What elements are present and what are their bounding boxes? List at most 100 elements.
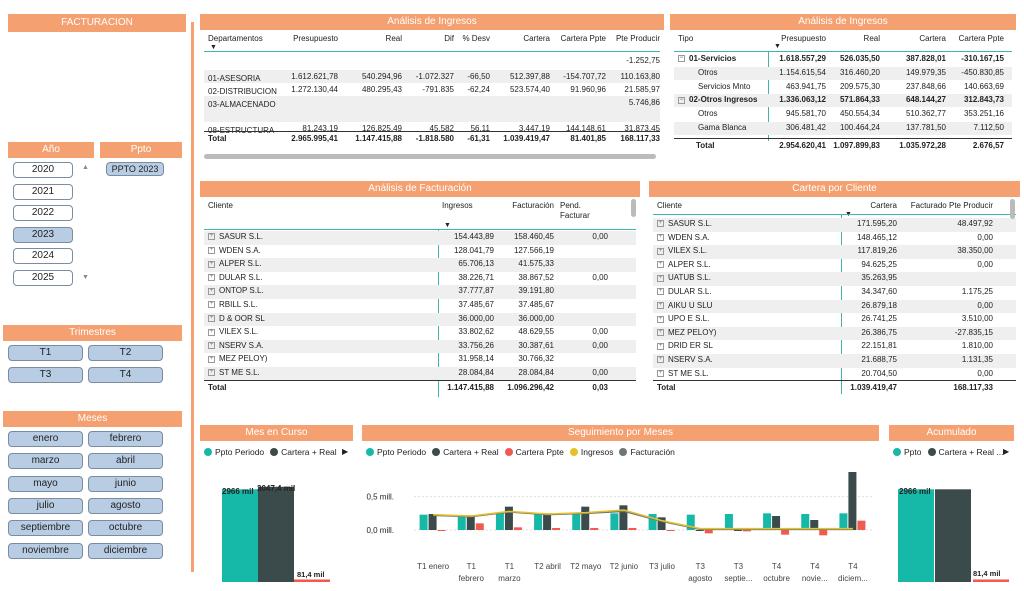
mes-febrero[interactable]: febrero — [88, 431, 163, 447]
column-header[interactable]: Cartera — [919, 34, 946, 43]
expand-icon[interactable]: + — [657, 329, 664, 337]
expand-icon[interactable]: + — [208, 260, 215, 268]
table-row[interactable]: + VILEX S.L. 33.802,62 48.629,55 0,00 — [200, 327, 640, 341]
collapse-icon[interactable]: − — [678, 96, 685, 104]
table-row[interactable]: + AIKU U SLU 26.879,18 0,00 — [649, 301, 1020, 315]
sort-desc-icon[interactable]: ▼ — [444, 222, 451, 229]
column-header[interactable]: Tipo — [678, 34, 694, 43]
mes-mayo[interactable]: mayo — [8, 475, 83, 492]
expand-icon[interactable]: + — [657, 233, 664, 241]
mes-enero[interactable]: enero — [8, 431, 83, 447]
legend-item[interactable]: Cartera Ppte — [504, 447, 564, 457]
column-header[interactable]: Pte Producir — [615, 34, 660, 43]
mes-abril[interactable]: abril — [88, 453, 163, 470]
legend-item[interactable]: Ingresos — [569, 447, 613, 457]
legend-item[interactable]: Ppto Periodo — [366, 447, 426, 457]
column-header[interactable]: Cliente — [657, 201, 682, 210]
table-row[interactable]: + MEZ PELOY) 26.386,75 -27.835,15 — [649, 328, 1020, 342]
column-header[interactable]: Ingresos — [442, 201, 473, 210]
scroll-up-icon[interactable]: ▲ — [82, 164, 89, 171]
column-header[interactable]: Facturado Pte Producir — [910, 201, 993, 210]
column-header[interactable]: Facturación — [512, 201, 554, 210]
table-row[interactable]: Otros 1.154.615,54 316.460,20 149.979,35 -45… — [670, 68, 1016, 81]
legend-item[interactable]: Cartera + Real ... — [927, 447, 1003, 457]
table-row[interactable]: + NSERV S.A. 33.756,26 30.387,61 0,00 — [200, 341, 640, 355]
table-row[interactable]: + SASUR S.L. 171.595,20 48.497,92 — [649, 219, 1020, 233]
legend-next-icon[interactable]: ▶ — [1003, 447, 1010, 456]
sort-desc-icon[interactable]: ▼ — [210, 44, 217, 51]
legend-item[interactable]: Ppto Periodo — [204, 447, 264, 457]
column-header[interactable]: Cliente — [208, 201, 233, 210]
table-row[interactable]: Gama Blanca 306.481,42 100.464,24 137.781,5… — [670, 123, 1016, 136]
expand-icon[interactable]: + — [208, 274, 215, 282]
column-header[interactable]: Cartera Ppte — [958, 34, 1004, 43]
year-option-2021[interactable]: 2021 — [13, 183, 73, 200]
column-header[interactable]: % Desv — [462, 34, 490, 43]
column-header[interactable]: Cartera Ppte — [560, 34, 606, 43]
column-header[interactable]: Presupuesto — [781, 34, 826, 43]
table-row[interactable]: + ST ME S.L. 20.704,50 0,00 — [649, 369, 1020, 383]
table-row[interactable]: + ST ME S.L. 28.084,84 28.084,84 0,00 — [200, 368, 640, 382]
table-row[interactable]: + WDEN S.A. 128.041,79 127.566,19 — [200, 246, 640, 260]
table-row[interactable]: + UPO E S.L. 26.741,25 3.510,00 — [649, 314, 1020, 328]
table-row[interactable]: 08-ESTRUCTURA 81.243,19 126.825,49 45.582 56… — [200, 124, 664, 138]
table-row[interactable]: + WDEN S.A. 148.465,12 0,00 — [649, 233, 1020, 247]
legend-item[interactable]: Ppto — [893, 447, 922, 457]
expand-icon[interactable]: + — [657, 315, 664, 323]
table-row[interactable]: + ONTOP S.L. 37.777,87 39.191,80 — [200, 286, 640, 300]
expand-icon[interactable]: + — [208, 314, 215, 322]
expand-icon[interactable]: + — [208, 355, 215, 363]
expand-icon[interactable]: + — [657, 288, 664, 296]
column-header[interactable]: Departamentos — [208, 34, 263, 43]
table-row[interactable]: + NSERV S.A. 21.688,75 1.131,35 — [649, 355, 1020, 369]
table-row[interactable]: + ALPER S.L. 94.625,25 0,00 — [649, 260, 1020, 274]
table-row[interactable]: + DRID ER SL 22.151,81 1.810,00 — [649, 341, 1020, 355]
table-row[interactable]: Otros 945.581,70 450.554,34 510.362,77 353.2… — [670, 109, 1016, 122]
expand-icon[interactable]: + — [657, 356, 664, 364]
expand-icon[interactable]: + — [208, 301, 215, 309]
table-row[interactable]: −01-Servicios 1.618.557,29 526.035,50 387.8… — [670, 54, 1016, 67]
legend-item[interactable]: Facturación — [619, 447, 675, 457]
expand-icon[interactable]: + — [208, 246, 215, 254]
column-header[interactable]: Cartera — [870, 201, 897, 210]
scrollbar[interactable] — [204, 154, 656, 159]
mes-junio[interactable]: junio — [88, 475, 163, 492]
expand-icon[interactable]: + — [657, 274, 664, 282]
scroll-down-icon[interactable]: ▼ — [82, 274, 89, 281]
sort-desc-icon[interactable]: ▼ — [774, 43, 781, 50]
year-option-2024[interactable]: 2024 — [13, 248, 73, 264]
column-header[interactable]: Real — [863, 34, 880, 43]
table-row[interactable]: + VILEX S.L. 117.819,26 38.350,00 — [649, 246, 1020, 260]
year-option-2025[interactable]: 2025 — [13, 269, 73, 286]
table-row[interactable]: + SASUR S.L. 154.443,89 158.460,45 0,00 — [200, 232, 640, 246]
year-option-2023[interactable]: 2023 — [13, 226, 73, 243]
table-row[interactable]: + DULAR S.L. 38.226,71 38.867,52 0,00 — [200, 273, 640, 287]
table-row[interactable]: + UATUB S.L. 35.263,95 — [649, 273, 1020, 287]
ppto-2023-option[interactable]: PPTO 2023 — [106, 162, 164, 176]
scrollbar[interactable] — [1010, 199, 1015, 219]
table-row[interactable]: + RBILL S.L. 37.485,67 37.485,67 — [200, 300, 640, 314]
table-row[interactable]: + ALPER S.L. 65.706,13 41.575,33 — [200, 259, 640, 273]
year-option-2022[interactable]: 2022 — [13, 205, 73, 221]
table-row[interactable]: 03-ALMACENADO 5.746,86 — [200, 98, 664, 112]
column-header[interactable]: Presupuesto — [293, 34, 338, 43]
table-row[interactable]: + DULAR S.L. 34.347,60 1.175,25 — [649, 287, 1020, 301]
table-row[interactable]: + D & OOR SL 36.000,00 36.000,00 — [200, 314, 640, 328]
column-header[interactable]: Real — [385, 34, 402, 43]
expand-icon[interactable]: + — [657, 220, 664, 228]
expand-icon[interactable]: + — [208, 342, 215, 350]
trimestre-T3[interactable]: T3 — [8, 367, 83, 383]
table-row[interactable]: 02-DISTRIBUCION 1.272.130,44 480.295,43 -79… — [200, 85, 664, 99]
mes-septiembre[interactable]: septiembre — [8, 520, 83, 537]
table-row[interactable]: −02-Otros Ingresos 1.336.063,12 571.864,33… — [670, 95, 1016, 108]
expand-icon[interactable]: + — [657, 261, 664, 269]
legend-item[interactable]: Cartera + Real — [432, 447, 499, 457]
table-row[interactable]: + MEZ PELOY) 31.958,14 30.766,32 — [200, 354, 640, 368]
scrollbar[interactable] — [631, 199, 636, 217]
column-header[interactable]: Cartera — [523, 34, 550, 43]
mes-julio[interactable]: julio — [8, 497, 83, 514]
collapse-icon[interactable]: − — [678, 55, 685, 63]
expand-icon[interactable]: + — [208, 369, 215, 377]
mes-diciembre[interactable]: diciembre — [88, 542, 163, 559]
mes-noviembre[interactable]: noviembre — [8, 542, 83, 559]
